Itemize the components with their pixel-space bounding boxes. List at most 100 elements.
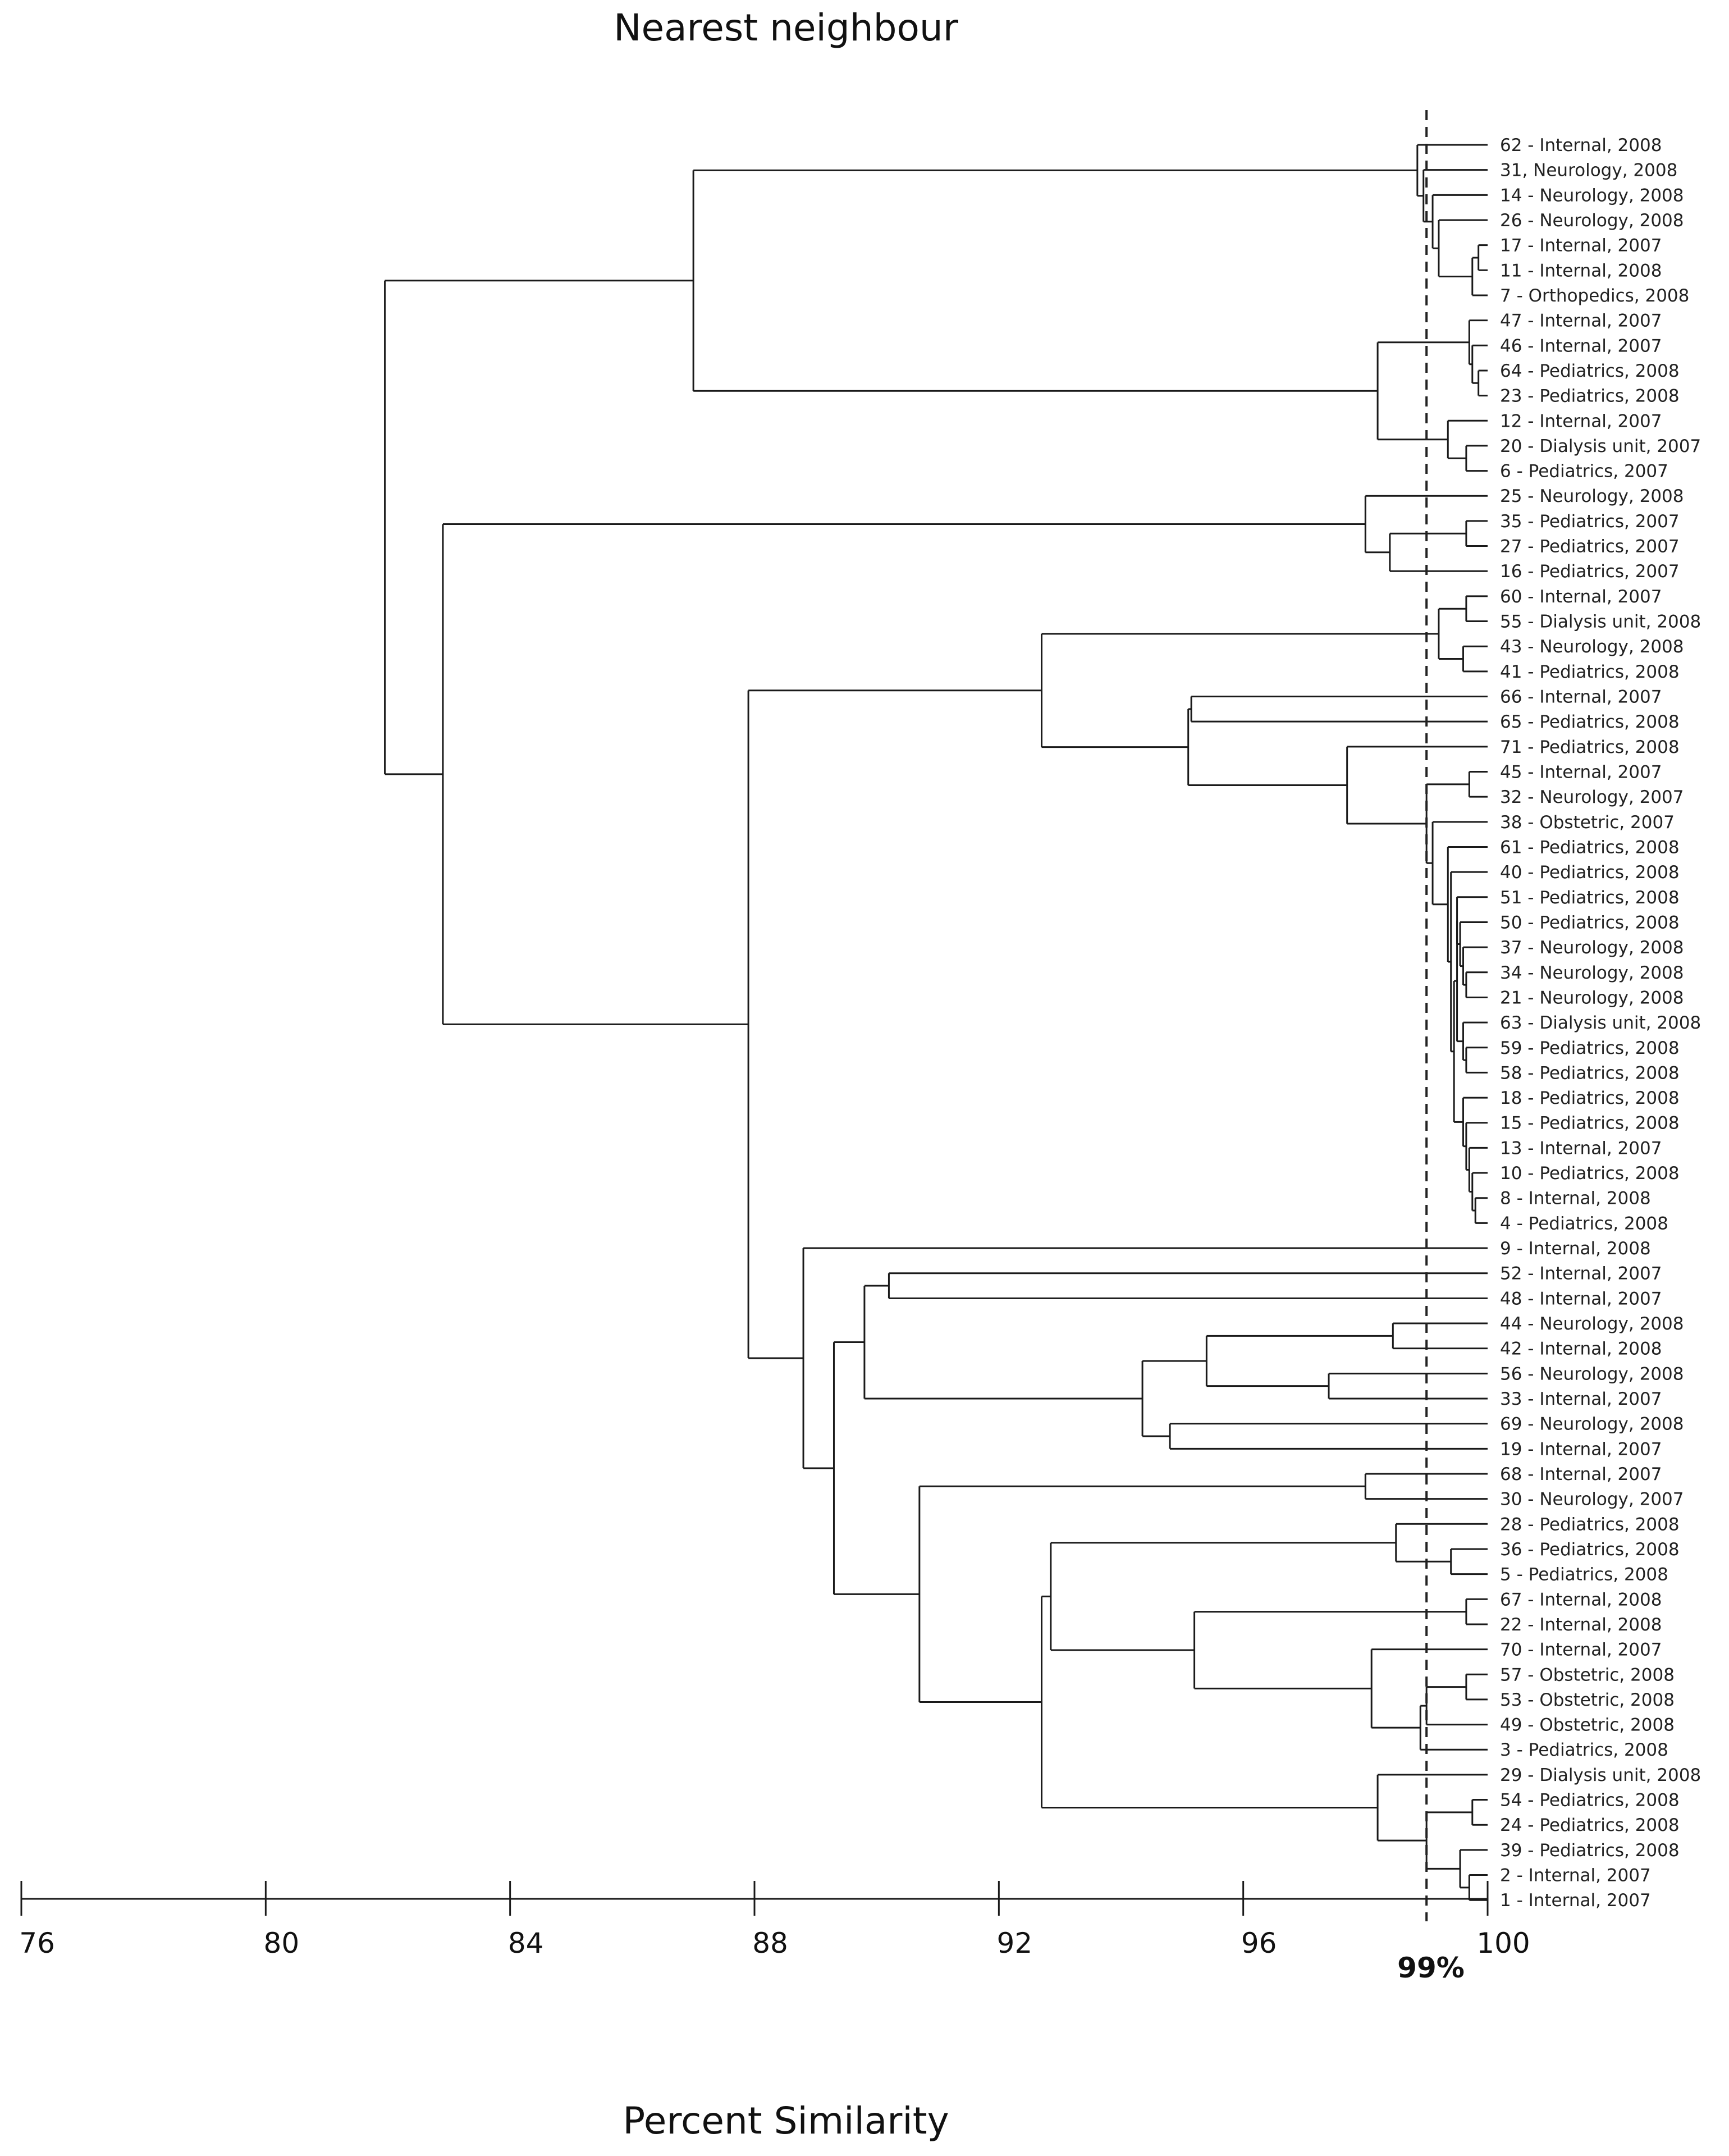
leaf-label: 60 - Internal, 2007 — [1500, 587, 1662, 607]
leaf-label: 44 - Neurology, 2008 — [1500, 1314, 1684, 1334]
leaf-label: 28 - Pediatrics, 2008 — [1500, 1514, 1680, 1534]
leaf-label: 64 - Pediatrics, 2008 — [1500, 361, 1680, 381]
merge-I3 — [1205, 1335, 1393, 1387]
merge-M3 — [1425, 1811, 1472, 1870]
x-tick-label: 84 — [508, 1927, 544, 1959]
merge-B3 — [1465, 445, 1488, 472]
merge-H3 — [1465, 1122, 1488, 1171]
leaf-label: 16 - Pediatrics, 2007 — [1500, 561, 1680, 582]
merge-F3 — [1456, 896, 1488, 945]
merge-F0 — [1465, 971, 1488, 998]
leaf-label: 53 - Obstetric, 2008 — [1500, 1690, 1675, 1710]
merge-I5 — [1141, 1360, 1207, 1437]
merge-FH — [1453, 980, 1463, 1123]
leaf-label: 18 - Pediatrics, 2008 — [1500, 1088, 1680, 1108]
merge-K8 — [1050, 1542, 1396, 1651]
x-tick-label: 100 — [1476, 1927, 1530, 1959]
leaf-label: 65 - Pediatrics, 2008 — [1500, 712, 1680, 732]
merge-E3 — [1431, 821, 1488, 906]
leaf-labels: 62 - Internal, 2008 31, Neurology, 2008 14… — [1500, 135, 1701, 1911]
merge-H0 — [1474, 1197, 1488, 1224]
merge-J2 — [833, 1341, 920, 1595]
leaf-label: 46 - Internal, 2007 — [1500, 336, 1662, 356]
leaf-label: 13 - Internal, 2007 — [1500, 1138, 1662, 1158]
leaf-label: 42 - Internal, 2008 — [1500, 1339, 1662, 1359]
leaf-label: 71 - Pediatrics, 2008 — [1500, 737, 1680, 757]
leaf-label: 9 - Internal, 2008 — [1500, 1239, 1651, 1259]
leaf-label: 17 - Internal, 2007 — [1500, 236, 1662, 256]
merge-M1 — [1468, 1874, 1488, 1901]
leaf-label: 26 - Neurology, 2008 — [1500, 211, 1684, 231]
merge-C0 — [1465, 520, 1488, 547]
leaf-label: 34 - Neurology, 2008 — [1500, 963, 1684, 983]
leaf-label: 36 - Pediatrics, 2008 — [1500, 1540, 1680, 1560]
x-tick-label: 76 — [19, 1927, 55, 1959]
leaf-label: 43 - Neurology, 2008 — [1500, 637, 1684, 657]
leaf-label: 67 - Internal, 2008 — [1500, 1589, 1662, 1610]
merge-J1 — [918, 1485, 1366, 1703]
merge-CD — [442, 523, 1366, 1025]
leaf-label: 3 - Pediatrics, 2008 — [1500, 1740, 1668, 1760]
merge-G1 — [1462, 1021, 1488, 1061]
merge-K9 — [1041, 1595, 1378, 1809]
merge-B4 — [1447, 419, 1488, 459]
merge-ROOT — [384, 280, 694, 775]
merge-K4 — [1425, 1686, 1488, 1726]
merge-D0 — [1465, 595, 1488, 623]
leaf-label: 12 - Internal, 2007 — [1500, 411, 1662, 431]
leaf-label: 61 - Pediatrics, 2008 — [1500, 837, 1680, 857]
merge-M2 — [1459, 1849, 1488, 1889]
merge-DJ — [747, 689, 1042, 1359]
leaf-label: 40 - Pediatrics, 2008 — [1500, 862, 1680, 883]
merge-M4 — [1376, 1774, 1488, 1842]
merge-B1 — [1471, 344, 1488, 384]
leaf-label: 55 - Dialysis unit, 2008 — [1500, 612, 1701, 632]
leaf-label: 35 - Pediatrics, 2007 — [1500, 511, 1680, 532]
merge-B0 — [1478, 369, 1488, 397]
leaf-label: 32 - Neurology, 2007 — [1500, 787, 1684, 807]
merge-B5 — [1376, 341, 1470, 441]
merge-F1 — [1462, 946, 1488, 986]
leaf-label: 30 - Neurology, 2007 — [1500, 1490, 1684, 1510]
merge-I0 — [888, 1272, 1488, 1299]
leaf-label: 70 - Internal, 2007 — [1500, 1640, 1662, 1660]
merge-E6 — [1190, 696, 1488, 723]
leaf-label: 54 - Pediatrics, 2008 — [1500, 1790, 1680, 1811]
merge-K0 — [1450, 1548, 1488, 1575]
merge-D2 — [1438, 607, 1466, 660]
merge-M0 — [1471, 1799, 1488, 1826]
leaf-label: 20 - Dialysis unit, 2007 — [1500, 436, 1701, 456]
leaf-label: 14 - Neurology, 2008 — [1500, 185, 1684, 205]
merge-A4 — [1422, 169, 1488, 223]
leaf-label: 27 - Pediatrics, 2007 — [1500, 537, 1680, 557]
leaf-label: 59 - Pediatrics, 2008 — [1500, 1038, 1680, 1058]
leaf-label: 25 - Neurology, 2008 — [1500, 486, 1684, 506]
leaf-label: 50 - Pediatrics, 2008 — [1500, 912, 1680, 933]
leaf-label: 29 - Dialysis unit, 2008 — [1500, 1765, 1701, 1785]
leaf-label: 4 - Pediatrics, 2008 — [1500, 1213, 1668, 1234]
leaf-label: 49 - Obstetric, 2008 — [1500, 1715, 1675, 1735]
leaf-label: 57 - Obstetric, 2008 — [1500, 1665, 1675, 1685]
leaf-label: 51 - Pediatrics, 2008 — [1500, 888, 1680, 908]
leaf-label: 38 - Obstetric, 2007 — [1500, 812, 1675, 833]
merge-K2 — [1465, 1598, 1488, 1625]
leaf-label: 66 - Internal, 2007 — [1500, 687, 1662, 707]
merge-I1 — [1392, 1322, 1488, 1350]
x-tick-label: 92 — [997, 1927, 1033, 1959]
leaf-label: 6 - Pediatrics, 2007 — [1500, 462, 1668, 482]
merge-D1 — [1462, 645, 1488, 673]
leaf-label: 15 - Pediatrics, 2008 — [1500, 1113, 1680, 1134]
merge-I4 — [1169, 1423, 1488, 1450]
leaf-label: 7 - Orthopedics, 2008 — [1500, 286, 1689, 306]
merge-G0 — [1465, 1047, 1488, 1074]
x-axis-label: Percent Similarity — [623, 2099, 949, 2143]
leaf-label: 45 - Internal, 2007 — [1500, 762, 1662, 783]
leaf-label: 48 - Internal, 2007 — [1500, 1289, 1662, 1309]
merge-E0 — [1468, 771, 1488, 798]
merge-K5 — [1419, 1705, 1488, 1751]
leaf-label: 69 - Neurology, 2008 — [1500, 1414, 1684, 1435]
merge-A1 — [1471, 257, 1488, 296]
merge-C1 — [1389, 532, 1488, 572]
leaf-label: 62 - Internal, 2008 — [1500, 135, 1662, 156]
